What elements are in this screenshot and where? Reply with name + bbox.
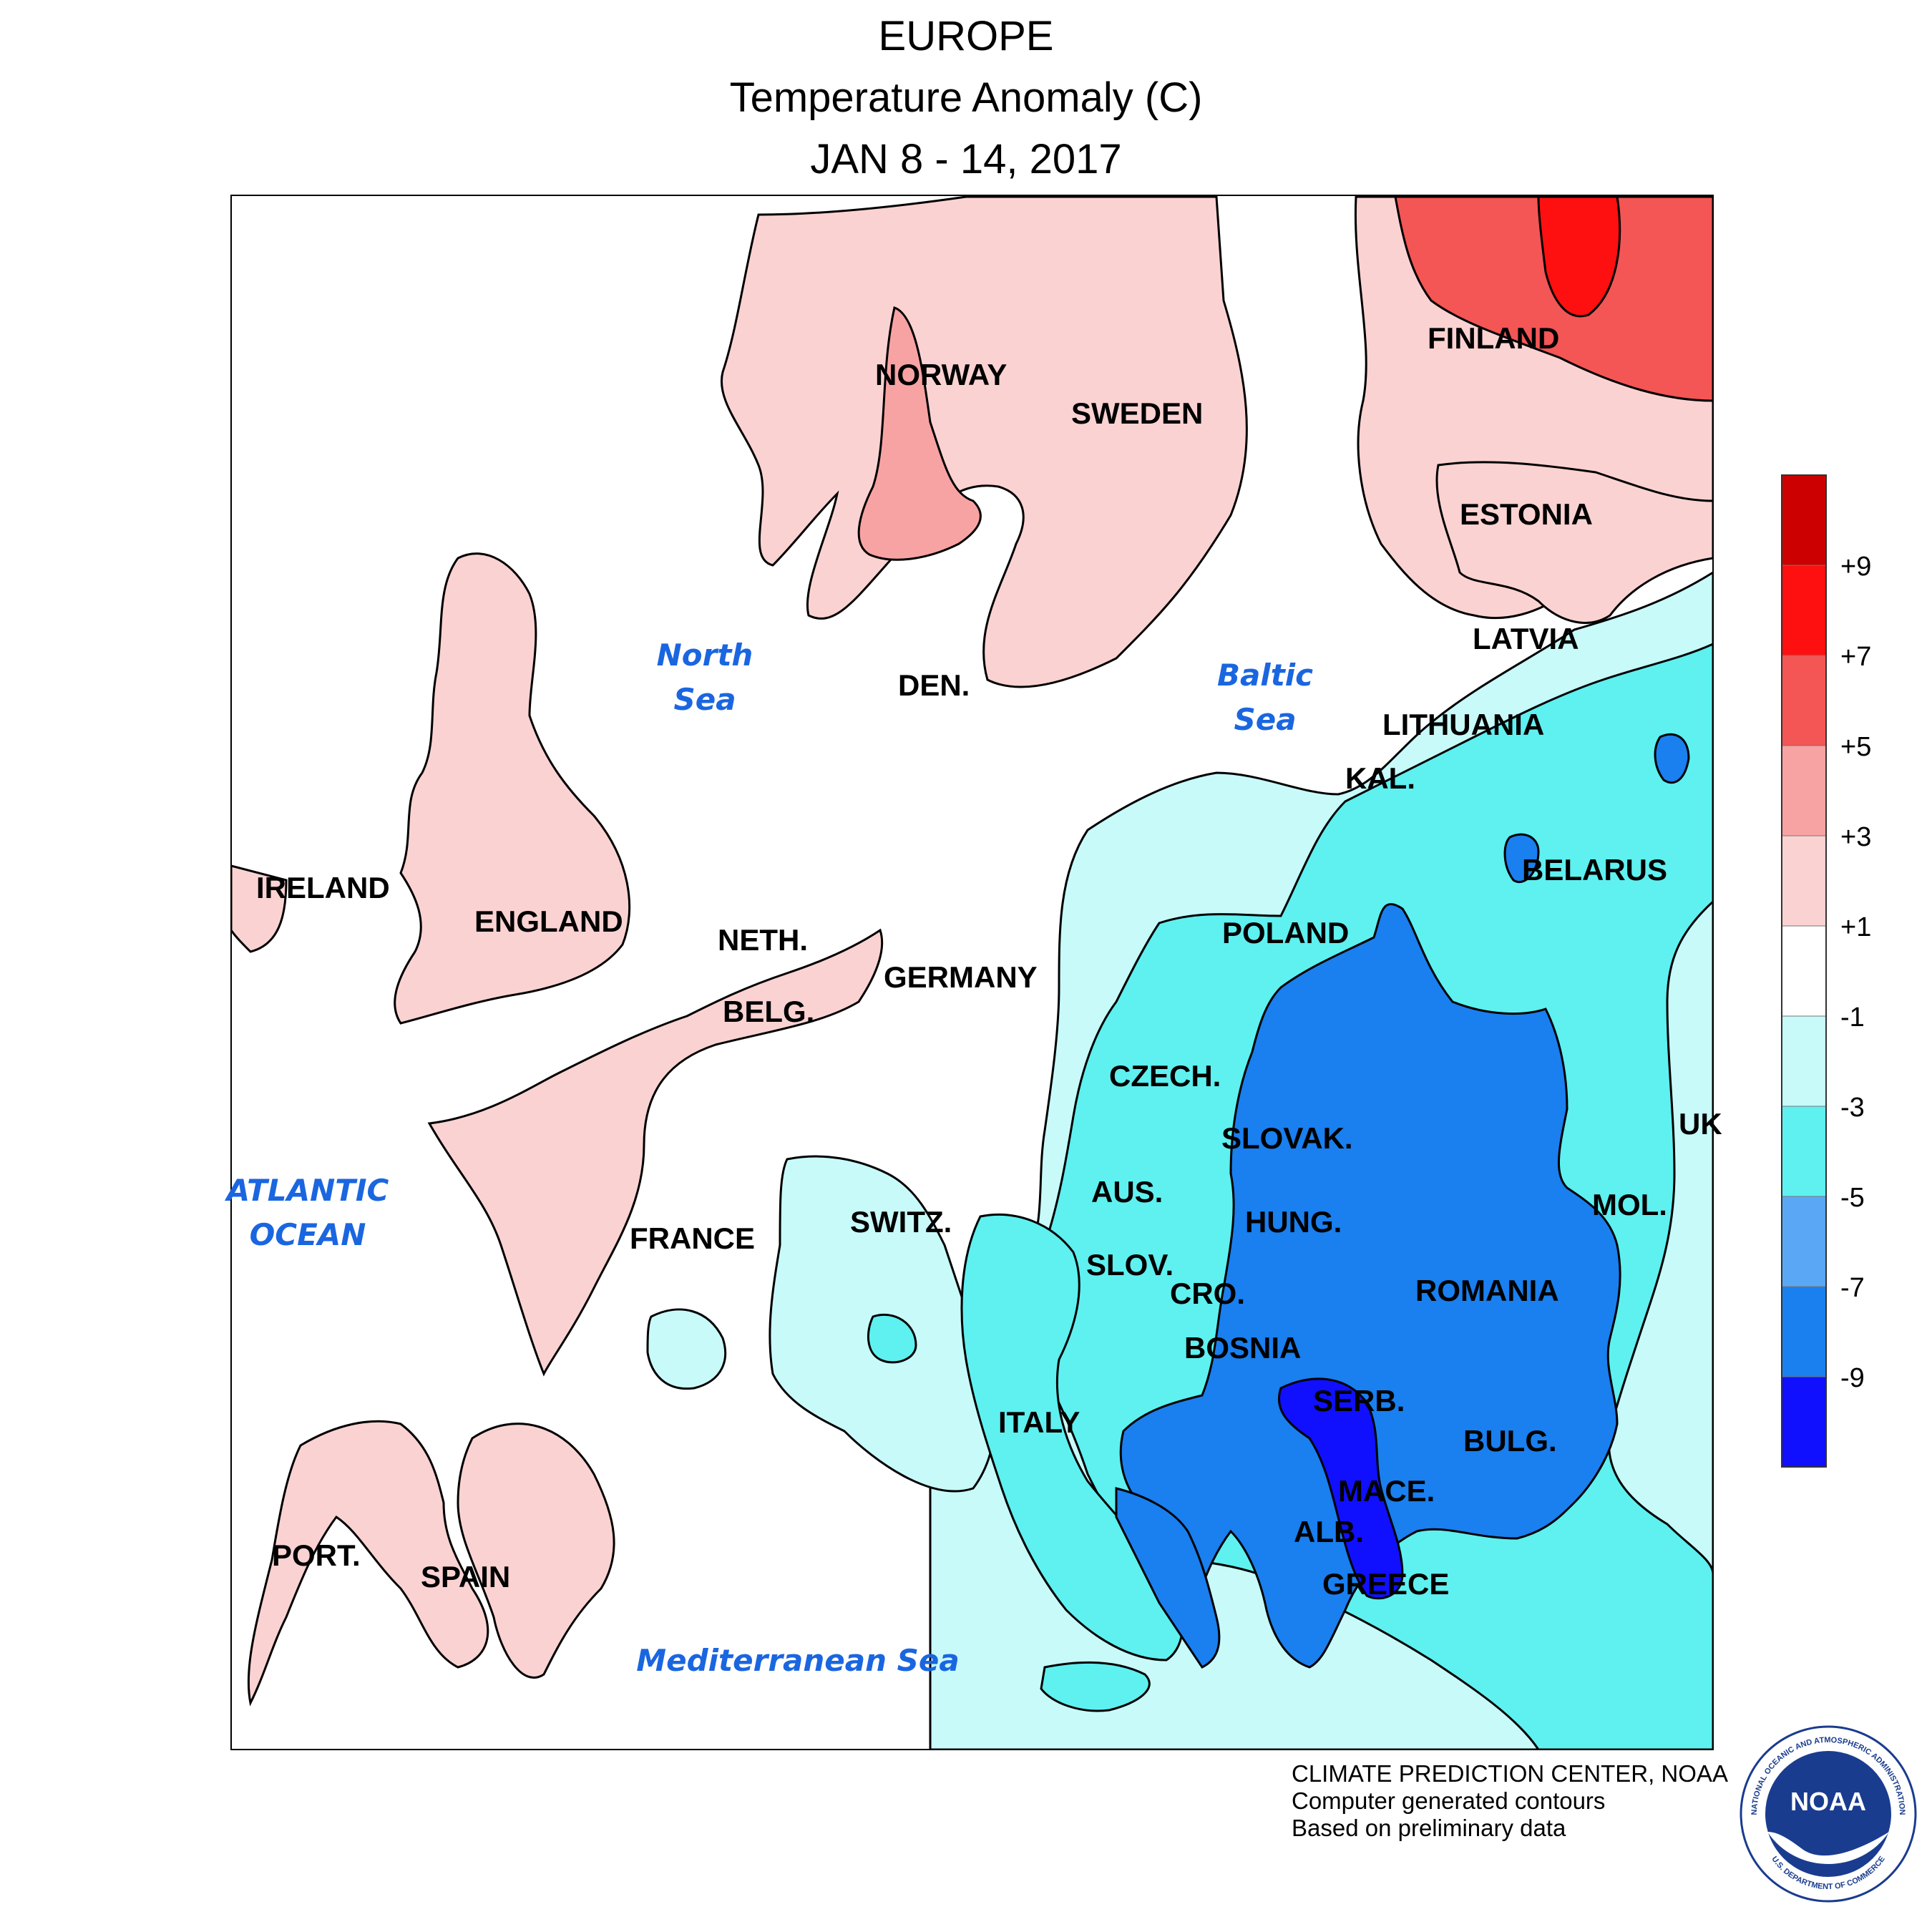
legend-label-8: +7 xyxy=(1840,642,1871,672)
country-label-mace: MACE. xyxy=(1338,1474,1435,1508)
legend-label-3: -3 xyxy=(1840,1093,1865,1123)
field-finland-hot xyxy=(1394,195,1713,402)
country-label-finland: FINLAND xyxy=(1428,321,1559,355)
legend-swatch-9 xyxy=(1781,565,1827,656)
legend-swatch-2 xyxy=(1781,1196,1827,1287)
sea-label-baltic-sea-line2: Sea xyxy=(1234,702,1296,737)
map-frame xyxy=(230,195,1714,1750)
field-albania-extreme xyxy=(1277,1377,1404,1600)
country-label-spain: SPAIN xyxy=(421,1560,510,1594)
legend-label-1: -7 xyxy=(1840,1273,1865,1303)
country-label-serb: SERB. xyxy=(1313,1384,1405,1418)
anomaly-fields xyxy=(231,195,1713,1750)
map-date-range: JAN 8 - 14, 2017 xyxy=(810,136,1122,182)
field-france-cool xyxy=(646,1308,727,1390)
country-label-aus: AUS. xyxy=(1091,1175,1163,1209)
country-label-port: PORT. xyxy=(272,1538,361,1572)
map-subtitle: Temperature Anomaly (C) xyxy=(729,74,1203,121)
field-spain xyxy=(247,1420,489,1707)
country-label-hung: HUNG. xyxy=(1245,1205,1342,1239)
sea-labels: North Sea Baltic Sea ATLANTIC OCEAN Medi… xyxy=(225,638,1313,1678)
credit-line-1: CLIMATE PREDICTION CENTER, NOAA xyxy=(1292,1760,1728,1787)
country-label-cro: CRO. xyxy=(1170,1277,1245,1310)
legend-label-2: -5 xyxy=(1840,1183,1865,1213)
legend-swatch-5 xyxy=(1781,925,1827,1017)
field-switz-cold xyxy=(867,1313,917,1364)
country-label-belg: BELG. xyxy=(723,995,814,1028)
field-sicily-cold xyxy=(1040,1661,1151,1712)
field-scandinavia xyxy=(721,195,1248,688)
legend-swatch-4 xyxy=(1781,1015,1827,1107)
legend-label-7: +5 xyxy=(1840,732,1871,762)
legend-swatch-3 xyxy=(1781,1106,1827,1197)
country-label-belarus: BELARUS xyxy=(1522,853,1667,887)
country-label-norway: NORWAY xyxy=(875,358,1007,391)
country-label-bulg: BULG. xyxy=(1463,1424,1557,1458)
country-label-ireland: IRELAND xyxy=(256,871,390,904)
country-label-poland: POLAND xyxy=(1222,916,1349,950)
sea-label-mediterranean-sea: Mediterranean Sea xyxy=(636,1643,959,1678)
legend-frame xyxy=(1781,474,1827,1468)
legend-swatch-10 xyxy=(1781,474,1827,566)
country-labels: FINLAND NORWAY SWEDEN ESTONIA LATVIA LIT… xyxy=(256,321,1722,1601)
field-finland-hottest xyxy=(1537,195,1621,318)
country-label-alb: ALB. xyxy=(1294,1515,1364,1548)
map-title: EUROPE xyxy=(878,13,1054,59)
field-belarus-spot xyxy=(1503,833,1540,883)
field-norway-warm xyxy=(857,306,982,561)
field-ukraine-spot xyxy=(1654,733,1690,784)
credit-line-2: Computer generated contours xyxy=(1292,1787,1606,1814)
credit-line-3: Based on preliminary data xyxy=(1292,1815,1566,1841)
field-spain-east xyxy=(457,1423,615,1679)
country-label-den: DEN. xyxy=(898,668,970,702)
country-label-greece: GREECE xyxy=(1322,1567,1449,1601)
country-label-latvia: LATVIA xyxy=(1473,622,1579,655)
legend-swatch-1 xyxy=(1781,1286,1827,1377)
legend-swatch-8 xyxy=(1781,655,1827,746)
field-balkans-very-cold xyxy=(1119,903,1621,1669)
country-label-germany: GERMANY xyxy=(884,960,1038,994)
field-south-italy-very-cold xyxy=(1115,1487,1221,1669)
country-label-estonia: ESTONIA xyxy=(1460,497,1593,531)
sea-label-north-sea-line1: North xyxy=(657,638,753,673)
country-label-kal: KAL. xyxy=(1345,761,1415,795)
country-label-slov: SLOV. xyxy=(1086,1248,1174,1282)
legend-label-9: +9 xyxy=(1840,552,1871,582)
noaa-logo: NOAA NATIONAL OCEANIC AND ATMOSPHERIC AD… xyxy=(1740,1725,1917,1903)
country-label-italy: ITALY xyxy=(998,1405,1080,1439)
country-label-switz: SWITZ. xyxy=(850,1205,952,1239)
country-label-england: ENGLAND xyxy=(474,904,623,938)
field-france-west xyxy=(427,928,884,1377)
country-label-czech: CZECH. xyxy=(1109,1059,1221,1093)
legend-label-4: -1 xyxy=(1840,1002,1865,1033)
color-legend: -9 -7 -5 -3 -1 +1 +3 +5 +7 +9 xyxy=(1781,474,1871,1468)
field-britain xyxy=(394,552,631,1025)
country-label-sweden: SWEDEN xyxy=(1071,396,1203,430)
legend-swatch-0 xyxy=(1781,1376,1827,1468)
legend-label-6: +3 xyxy=(1840,822,1871,852)
legend-label-5: +1 xyxy=(1840,912,1871,942)
country-label-ukr: UK xyxy=(1679,1107,1722,1141)
field-ireland xyxy=(231,864,288,953)
country-label-bosnia: BOSNIA xyxy=(1184,1331,1301,1365)
country-label-lithuania: LITHUANIA xyxy=(1382,708,1544,741)
legend-label-0: -9 xyxy=(1840,1363,1865,1393)
field-estonia-latvia xyxy=(1435,461,1713,624)
country-label-romania: ROMANIA xyxy=(1415,1274,1559,1307)
country-label-mol: MOL. xyxy=(1592,1188,1667,1221)
sea-label-atlantic-ocean-line2: OCEAN xyxy=(250,1217,366,1252)
legend-swatch-7 xyxy=(1781,745,1827,836)
sea-label-baltic-sea-line1: Baltic xyxy=(1217,658,1313,693)
country-label-france: FRANCE xyxy=(630,1221,755,1255)
legend-swatch-6 xyxy=(1781,835,1827,927)
country-label-neth: NETH. xyxy=(718,923,808,957)
country-label-slovak: SLOVAK. xyxy=(1221,1121,1353,1155)
sea-label-north-sea-line2: Sea xyxy=(673,682,736,717)
sea-label-atlantic-ocean-line1: ATLANTIC xyxy=(225,1173,389,1208)
noaa-logo-text: NOAA xyxy=(1790,1787,1866,1816)
